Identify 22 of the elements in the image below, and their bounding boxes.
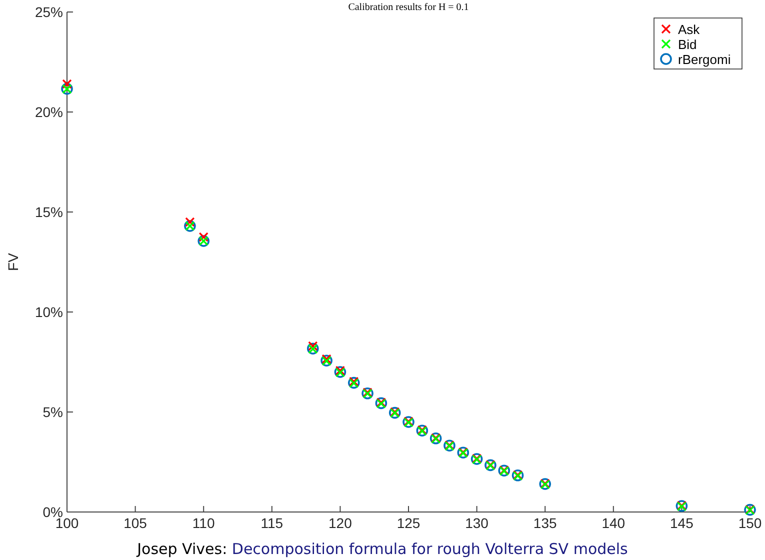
x-tick-label: 145: [670, 515, 694, 531]
x-tick-label: 130: [465, 515, 489, 531]
legend-label: rBergomi: [678, 52, 731, 67]
y-axis-title: FV: [5, 252, 21, 271]
x-tick-label: 150: [738, 515, 762, 531]
legend-label: Ask: [678, 22, 700, 37]
x-tick-label: 140: [602, 515, 626, 531]
x-tick-label: 110: [192, 515, 215, 531]
x-tick-label: 120: [328, 515, 352, 531]
y-tick-label: 20%: [34, 104, 63, 120]
x-tick-label: 105: [124, 515, 148, 531]
y-tick-label: 10%: [34, 304, 63, 320]
text: Josep Vives:: [136, 540, 228, 558]
legend-label: Bid: [678, 37, 697, 52]
y-tick-label: 15%: [34, 204, 63, 220]
x-tick-label: 135: [533, 515, 557, 531]
x-tick-label: 125: [396, 515, 420, 531]
y-tick-label: 5%: [42, 404, 63, 420]
y-tick-label: 25%: [34, 4, 63, 20]
chart-title: Calibration results for H = 0.1: [348, 2, 469, 13]
x-tick-label: 115: [260, 515, 284, 531]
text: Decomposition formula for rough Volterra SV models: [227, 540, 628, 558]
